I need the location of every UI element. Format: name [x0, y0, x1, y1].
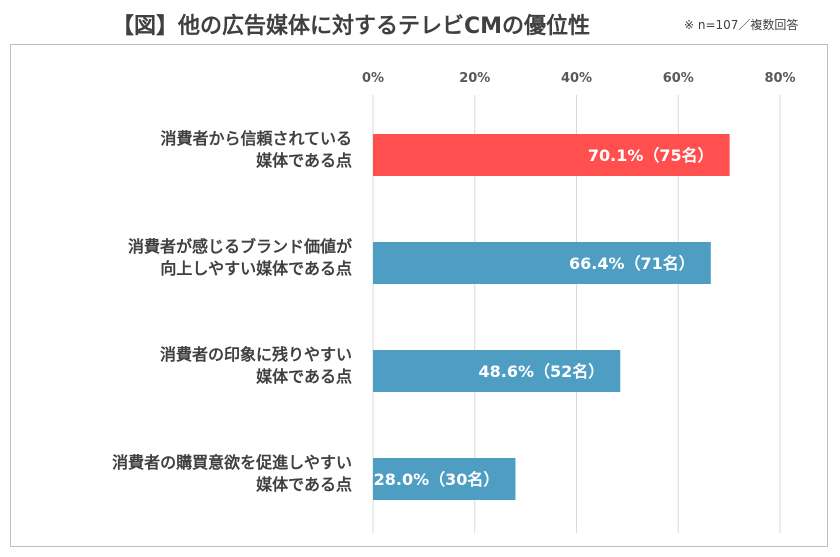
bar [373, 458, 516, 500]
x-tick-label: 40% [561, 71, 592, 86]
category-label: 向上しやすい媒体である点 [160, 259, 352, 278]
category-label: 消費者の購買意欲を促進しやすい [112, 453, 352, 472]
category-label: 媒体である点 [256, 475, 352, 494]
sample-note: ※ n=107／複数回答 [684, 18, 799, 32]
chart-frame [10, 44, 828, 547]
data-label: 48.6%（52名） [478, 362, 604, 381]
bar [373, 242, 711, 284]
x-tick-label: 60% [663, 71, 694, 86]
data-label: 70.1%（75名） [588, 146, 714, 165]
data-label: 28.0%（30名） [374, 470, 500, 489]
x-tick-label: 80% [764, 71, 795, 86]
category-label: 媒体である点 [256, 367, 352, 386]
title-row: 【図】他の広告媒体に対するテレビCMの優位性 ※ n=107／複数回答 [0, 0, 840, 44]
bar [373, 134, 730, 176]
category-label: 媒体である点 [256, 151, 352, 170]
category-label: 消費者から信頼されている [160, 129, 352, 148]
category-label: 消費者の印象に残りやすい [160, 345, 352, 364]
chart-title: 【図】他の広告媒体に対するテレビCMの優位性 [112, 14, 591, 39]
x-tick-label: 20% [459, 71, 490, 86]
x-tick-label: 0% [362, 71, 384, 86]
bar [373, 350, 621, 392]
data-label: 66.4%（71名） [569, 254, 695, 273]
category-label: 消費者が感じるブランド価値が [128, 237, 352, 256]
